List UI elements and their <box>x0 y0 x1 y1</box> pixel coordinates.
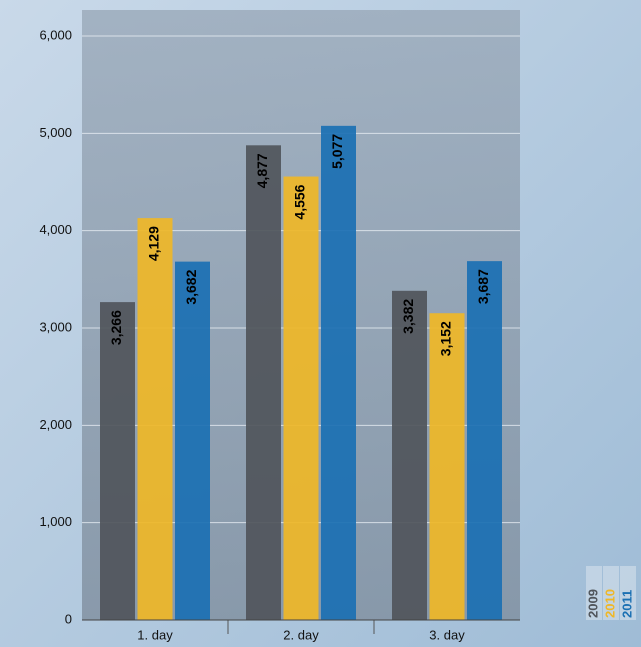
data-label: 3,266 <box>108 310 124 345</box>
data-label: 3,152 <box>438 321 454 356</box>
bar <box>137 218 173 621</box>
y-tick-label: 0 <box>65 611 72 626</box>
bar <box>392 290 427 620</box>
y-tick-label: 6,000 <box>39 27 72 42</box>
bar <box>467 261 502 620</box>
bar <box>321 125 356 620</box>
data-label: 5,077 <box>329 134 345 169</box>
x-tick-label: 1. day <box>137 627 173 642</box>
bar <box>175 261 210 620</box>
legend-swatch <box>603 566 619 620</box>
y-tick-label: 4,000 <box>39 222 72 237</box>
y-tick-label: 5,000 <box>39 125 72 140</box>
data-label: 4,129 <box>146 226 162 261</box>
legend-swatch <box>586 566 602 620</box>
bar <box>246 145 281 620</box>
y-tick-label: 1,000 <box>39 514 72 529</box>
legend-swatch <box>620 566 636 620</box>
data-label: 4,556 <box>292 184 308 219</box>
legend-label: 2011 <box>619 590 634 618</box>
bar <box>100 302 135 620</box>
legend-label: 2009 <box>585 589 600 618</box>
y-tick-label: 3,000 <box>39 319 72 334</box>
data-label: 4,877 <box>254 153 270 188</box>
legend-label: 2010 <box>602 589 617 618</box>
bar <box>429 313 465 620</box>
bar <box>283 176 319 621</box>
y-tick-label: 2,000 <box>39 417 72 432</box>
x-tick-label: 3. day <box>429 627 465 642</box>
x-tick-label: 2. day <box>283 627 319 642</box>
data-label: 3,382 <box>400 299 416 334</box>
data-label: 3,682 <box>183 269 199 304</box>
data-label: 3,687 <box>475 269 491 304</box>
